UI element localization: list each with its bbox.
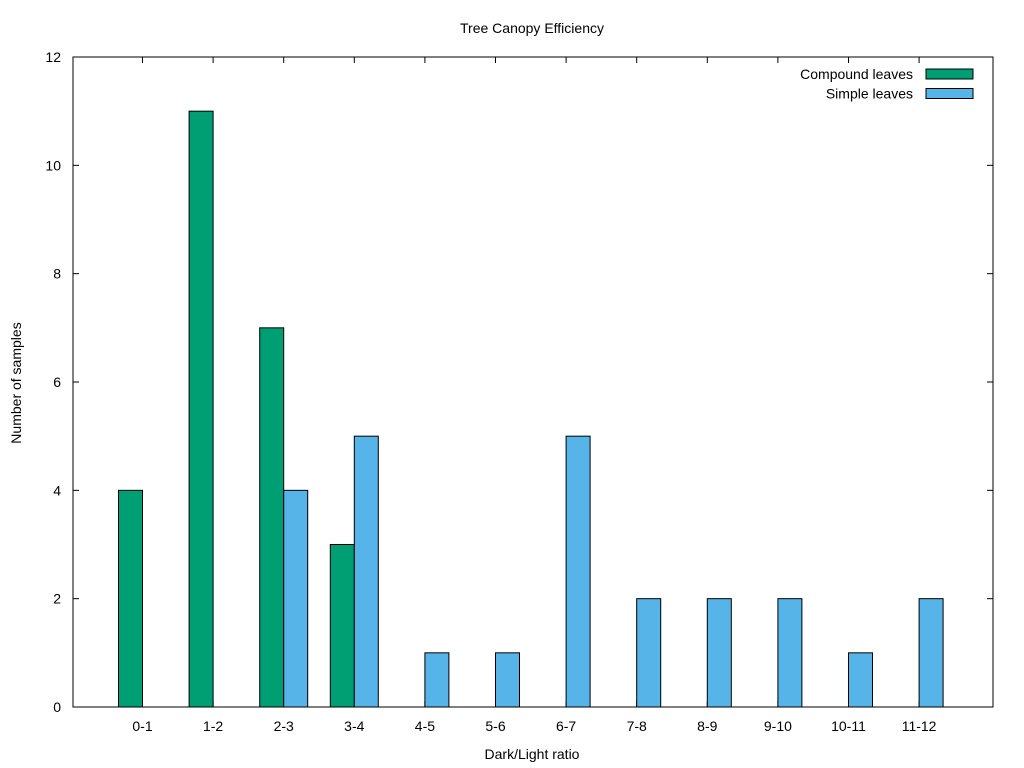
bar-simple-9-10 [777, 598, 803, 708]
y-tick-label: 2 [53, 591, 61, 607]
bar-simple-2-3 [283, 489, 309, 708]
chart-title: Tree Canopy Efficiency [460, 20, 604, 36]
bar-compound-2-3 [259, 327, 285, 708]
x-tick-label: 10-11 [831, 718, 866, 734]
bar-simple-8-9 [706, 598, 732, 708]
legend-label: Simple leaves [826, 86, 913, 102]
x-tick-label: 7-8 [627, 718, 647, 734]
x-tick-label: 1-2 [203, 718, 223, 734]
y-tick-label: 4 [53, 482, 61, 498]
y-tick-label: 6 [53, 374, 61, 390]
x-tick-label: 9-10 [764, 718, 792, 734]
bar-compound-3-4 [329, 544, 355, 708]
x-tick-label: 4-5 [415, 718, 435, 734]
plot-frame [72, 56, 994, 708]
y-tick-label: 8 [53, 266, 61, 282]
x-tick-label: 5-6 [485, 718, 505, 734]
y-tick-label: 12 [45, 49, 61, 65]
x-axis-label: Dark/Light ratio [485, 746, 580, 762]
bar-simple-11-12 [918, 598, 944, 708]
x-tick-label: 2-3 [274, 718, 294, 734]
legend-swatch [925, 68, 974, 80]
bar-compound-1-2 [188, 110, 214, 708]
legend-label: Compound leaves [800, 66, 913, 82]
x-tick-label: 0-1 [132, 718, 152, 734]
bar-simple-6-7 [565, 435, 591, 708]
bar-simple-4-5 [424, 652, 450, 708]
x-tick-label: 3-4 [344, 718, 364, 734]
bar-compound-0-1 [118, 489, 143, 708]
y-axis-label: Number of samples [8, 322, 24, 443]
x-tick-label: 6-7 [556, 718, 576, 734]
bar-simple-3-4 [353, 435, 379, 708]
legend: Compound leaves Simple leaves [800, 66, 974, 102]
bar-simple-7-8 [636, 598, 662, 708]
bar-simple-10-11 [848, 652, 873, 708]
bar-simple-5-6 [495, 652, 520, 708]
x-tick-label: 11-12 [902, 718, 937, 734]
y-tick-label: 0 [53, 699, 61, 715]
y-tick-label: 10 [45, 157, 61, 173]
x-tick-label: 8-9 [697, 718, 717, 734]
legend-swatch [925, 88, 974, 99]
